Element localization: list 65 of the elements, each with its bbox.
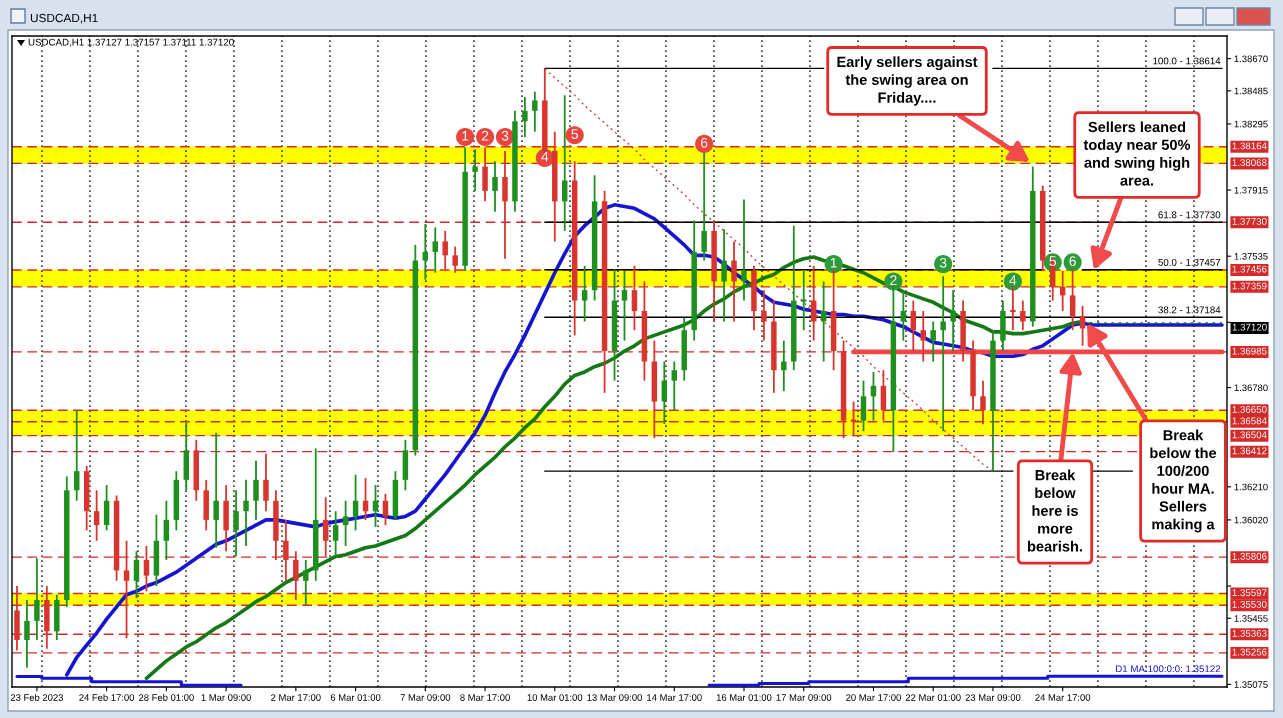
y-tick-label: 1.35455 [1234, 615, 1268, 622]
annotation: 5 [571, 129, 578, 139]
annotation: 4 [1009, 275, 1017, 286]
x-tick-label: 2 Mar 17:00 [271, 694, 321, 701]
annotation: 2 [890, 275, 897, 286]
ref-line-label: 1.35363 [1232, 629, 1267, 637]
annotation: 3 [939, 257, 947, 268]
annotation: Early sellers against the swing area on Friday.... [837, 56, 978, 106]
ref-line-label: 1.36504 [1232, 431, 1267, 439]
annotation: 2 [481, 130, 489, 141]
text: USDCAD,H1 [30, 13, 98, 24]
x-tick-label: 20 Mar 17:00 [846, 694, 901, 701]
annotation: Sellers leaned today near 50% and swing high area. [1083, 121, 1191, 186]
x-tick-label: 22 Mar 01:00 [905, 694, 961, 701]
ref-line-label: 1.37456 [1232, 265, 1267, 273]
y-tick-label: 1.37535 [1234, 253, 1268, 260]
y-tick-label: 1.38485 [1234, 87, 1268, 95]
ref-line-label: 1.38164 [1232, 142, 1267, 150]
ref-line-label: 1.38068 [1232, 159, 1267, 167]
legend-label: 100.0 - 1.38614 [1153, 57, 1221, 65]
ref-line-label: 1.36985 [1232, 347, 1267, 355]
ref-line-label: 1.36412 [1232, 447, 1267, 455]
y-tick-label: 1.36780 [1234, 384, 1268, 392]
x-tick-label: 17 Mar 09:00 [776, 694, 832, 701]
ref-line-label: 1.36584 [1232, 417, 1267, 425]
x-tick-label: 6 Mar 01:00 [330, 694, 381, 701]
ref-line-label: 1.35256 [1232, 648, 1267, 656]
ref-line-label: 1.35806 [1232, 552, 1267, 560]
y-tick-label: 1.36210 [1234, 483, 1268, 491]
series-label: 38.2 - 1.37184 [1158, 306, 1221, 314]
y-tick-label: 1.37915 [1234, 186, 1268, 194]
text: 1.37120 [1232, 323, 1267, 331]
x-tick-label: 28 Feb 01:00 [139, 693, 194, 701]
ref-line-label: 1.37730 [1232, 217, 1267, 225]
x-tick-label: 23 Feb 2023 [10, 693, 63, 701]
annotation: Break below the 100/200 hour MA. Sellers making a [1150, 429, 1217, 533]
chart-title: USDCAD,H1 1.37127 1.37157 1.37111 1.37120 [28, 38, 234, 47]
x-tick-label: 10 Mar 01:00 [527, 694, 583, 701]
y-tick-label: 1.36020 [1234, 516, 1268, 524]
annotation: Break below here is more bearish. [1028, 469, 1082, 552]
x-tick-label: 8 Mar 17:00 [460, 694, 510, 701]
x-tick-label: 24 Feb 17:00 [79, 693, 135, 701]
annotation: 6 [1069, 256, 1076, 267]
annotation: 4 [541, 151, 549, 162]
x-tick-label: 14 Mar 17:00 [647, 694, 702, 701]
annotation: 1 [830, 258, 837, 268]
y-tick-label: 1.38295 [1234, 120, 1268, 128]
series-label: D1 MA:100:0:0: 1.35122 [1116, 665, 1221, 673]
x-tick-label: 1 Mar 09:00 [201, 694, 251, 701]
x-tick-label: 24 Mar 17:00 [1035, 694, 1091, 701]
annotation: 6 [701, 137, 708, 148]
legend-label: 50.0 - 1.37457 [1158, 258, 1221, 266]
ref-line-label: 1.35530 [1232, 600, 1267, 608]
ref-line-label: 1.35597 [1232, 589, 1267, 597]
ref-line-label: 1.37359 [1232, 282, 1267, 290]
x-tick-label: 13 Mar 09:00 [587, 694, 642, 701]
ref-line-label: 1.36650 [1232, 405, 1267, 413]
y-tick-label: 1.35075 [1234, 681, 1268, 688]
x-tick-label: 7 Mar 09:00 [400, 694, 451, 701]
x-tick-label: 23 Mar 09:00 [965, 694, 1021, 701]
annotation: 3 [501, 130, 509, 141]
annotation: 1 [462, 130, 469, 141]
x-tick-label: 16 Mar 01:00 [716, 694, 772, 701]
y-tick-label: 1.38670 [1234, 55, 1268, 63]
series-label: 61.8 - 1.37730 [1158, 211, 1221, 219]
